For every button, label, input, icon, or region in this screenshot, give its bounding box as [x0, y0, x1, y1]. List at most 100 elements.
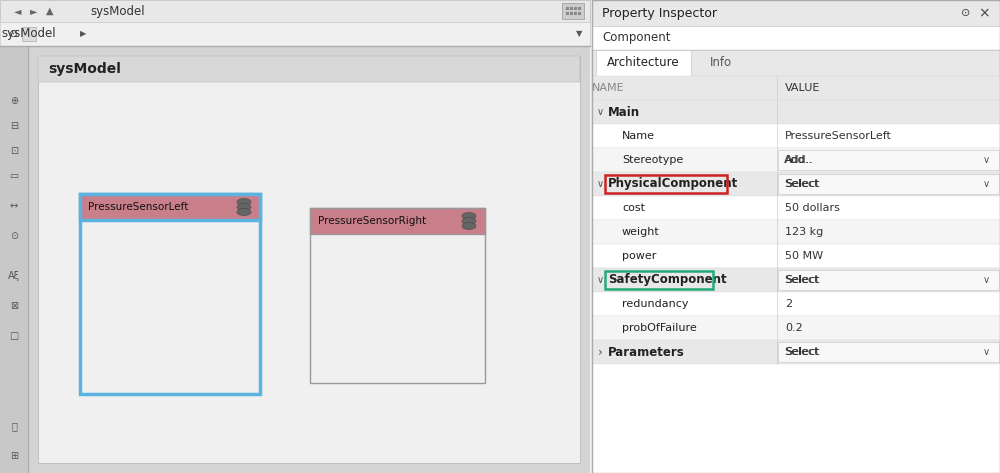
Text: ⌸: ⌸ — [11, 421, 17, 431]
Text: ▲: ▲ — [46, 6, 54, 16]
Text: 0.2: 0.2 — [785, 323, 803, 333]
Text: Select: Select — [785, 179, 820, 189]
Text: Name: Name — [622, 131, 655, 141]
Bar — [605, 271, 713, 289]
Bar — [592, 26, 1000, 50]
Text: ∨: ∨ — [983, 179, 990, 189]
Text: Aξ: Aξ — [8, 271, 20, 281]
Text: ⊡: ⊡ — [10, 146, 18, 156]
Text: VALUE: VALUE — [785, 83, 820, 93]
Bar — [592, 76, 1000, 100]
Bar — [592, 268, 1000, 292]
Text: redundancy: redundancy — [622, 299, 688, 309]
Text: Stereotype: Stereotype — [622, 155, 683, 165]
Bar — [570, 12, 573, 15]
Text: Add..: Add.. — [784, 155, 813, 165]
Text: 50 MW: 50 MW — [785, 251, 823, 261]
Text: 2: 2 — [785, 299, 792, 309]
Bar — [592, 50, 1000, 76]
Text: ∨: ∨ — [596, 275, 604, 285]
Text: ⊙: ⊙ — [9, 29, 19, 39]
Text: Architecture: Architecture — [607, 56, 680, 70]
Text: ⊞: ⊞ — [10, 451, 18, 461]
Text: NAME: NAME — [592, 83, 625, 93]
Text: ∨: ∨ — [983, 347, 990, 357]
Bar — [778, 174, 999, 194]
Ellipse shape — [462, 218, 476, 225]
Text: ⊙: ⊙ — [10, 231, 18, 241]
Text: power: power — [622, 251, 656, 261]
Text: 50 dollars: 50 dollars — [785, 203, 840, 213]
Text: ⊟: ⊟ — [10, 121, 18, 131]
Text: ∨: ∨ — [596, 107, 604, 117]
Text: ◄: ◄ — [14, 6, 22, 16]
Text: SafetyComponent: SafetyComponent — [608, 273, 727, 287]
Bar — [592, 292, 1000, 316]
Bar — [592, 124, 1000, 148]
Bar — [592, 340, 1000, 364]
Text: ›: › — [598, 345, 602, 359]
Text: ▭: ▭ — [9, 171, 19, 181]
Bar — [310, 208, 485, 383]
Bar — [592, 244, 1000, 268]
Bar — [592, 0, 1000, 26]
Ellipse shape — [237, 199, 251, 205]
Text: sysModel: sysModel — [90, 5, 145, 18]
Text: Component: Component — [602, 32, 670, 44]
Text: 123 kg: 123 kg — [785, 227, 823, 237]
Ellipse shape — [237, 203, 251, 210]
Bar — [578, 7, 581, 10]
Bar — [592, 220, 1000, 244]
Text: Select: Select — [784, 179, 818, 189]
Text: ↔: ↔ — [10, 201, 18, 211]
Bar — [574, 12, 577, 15]
Text: Add..: Add.. — [785, 155, 814, 165]
Text: ⊙: ⊙ — [961, 8, 970, 18]
Text: ►: ► — [30, 6, 38, 16]
Text: Property Inspector: Property Inspector — [602, 7, 717, 19]
Text: ∨: ∨ — [983, 275, 990, 285]
Bar — [562, 3, 584, 19]
Bar — [38, 56, 580, 82]
Bar — [592, 316, 1000, 340]
Bar — [0, 0, 590, 22]
Bar — [596, 50, 691, 76]
Bar — [778, 150, 999, 170]
Text: sysModel: sysModel — [2, 27, 56, 41]
Text: Main: Main — [608, 105, 640, 119]
Text: ▶: ▶ — [80, 29, 87, 38]
Text: Parameters: Parameters — [608, 345, 685, 359]
Text: weight: weight — [622, 227, 660, 237]
Text: ∨: ∨ — [596, 179, 604, 189]
Text: □: □ — [9, 331, 19, 341]
Text: probOfFailure: probOfFailure — [622, 323, 697, 333]
Bar — [566, 7, 569, 10]
Text: cost: cost — [622, 203, 645, 213]
Ellipse shape — [237, 209, 251, 216]
Text: sysModel: sysModel — [48, 62, 121, 76]
Text: PressureSensorLeft: PressureSensorLeft — [88, 202, 188, 212]
Bar — [592, 0, 1000, 473]
Bar — [38, 56, 580, 463]
Bar — [592, 148, 1000, 172]
Bar — [28, 46, 590, 473]
Bar — [778, 270, 999, 290]
Bar — [592, 196, 1000, 220]
Text: Select: Select — [785, 347, 820, 357]
Bar — [80, 194, 260, 220]
Text: Info: Info — [710, 56, 732, 70]
Bar — [574, 7, 577, 10]
Bar — [578, 12, 581, 15]
Text: ×: × — [978, 6, 990, 20]
Bar — [592, 100, 1000, 124]
Bar — [0, 22, 590, 46]
Text: PhysicalComponent: PhysicalComponent — [608, 177, 738, 191]
Bar — [0, 46, 28, 473]
Text: ⊕: ⊕ — [10, 96, 18, 106]
Text: PressureSensorLeft: PressureSensorLeft — [785, 131, 892, 141]
Bar — [80, 194, 260, 394]
Text: Select: Select — [785, 275, 820, 285]
Text: ∨: ∨ — [983, 155, 990, 165]
Bar — [22, 27, 36, 41]
Bar — [566, 12, 569, 15]
